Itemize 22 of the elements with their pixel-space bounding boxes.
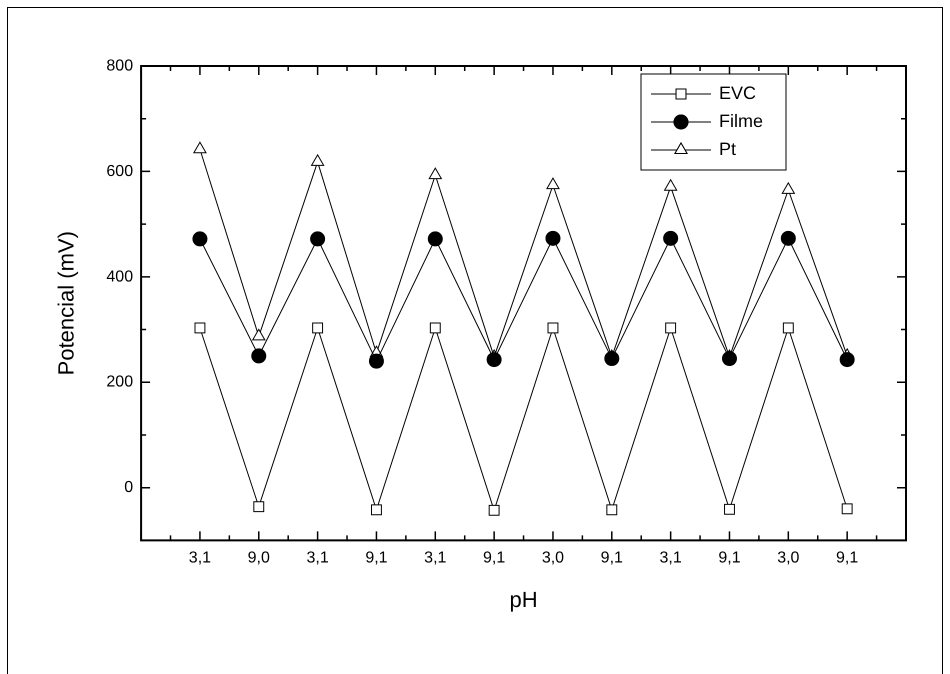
x-tick-label: 9,1 [600, 549, 624, 566]
x-tick-label: 3,1 [424, 549, 447, 566]
x-tick-label: 3,1 [306, 549, 329, 566]
y-tick-label: 600 [106, 162, 134, 180]
legend-label: Pt [719, 138, 736, 159]
x-tick-label: 9,1 [836, 549, 858, 566]
x-tick-label: 9,1 [483, 549, 506, 566]
x-axis-title: pH [509, 586, 538, 612]
legend-label: EVC [719, 82, 756, 103]
y-tick-label: 0 [124, 479, 134, 496]
y-tick-label: 800 [106, 57, 134, 74]
x-tick-label: 3,0 [542, 549, 564, 566]
x-tick-label: 9,1 [365, 549, 388, 566]
x-tick-label: 9,1 [718, 549, 741, 566]
x-tick-label: 3,1 [188, 549, 212, 566]
x-tick-label: 9,0 [248, 549, 270, 566]
x-tick-label: 3,0 [777, 549, 800, 566]
legend-label: Filme [719, 110, 763, 131]
y-tick-label: 200 [106, 374, 134, 391]
x-tick-label: 3,1 [660, 549, 682, 566]
y-tick-label: 400 [106, 268, 134, 286]
y-axis-title: Potencial (mV) [53, 231, 78, 376]
